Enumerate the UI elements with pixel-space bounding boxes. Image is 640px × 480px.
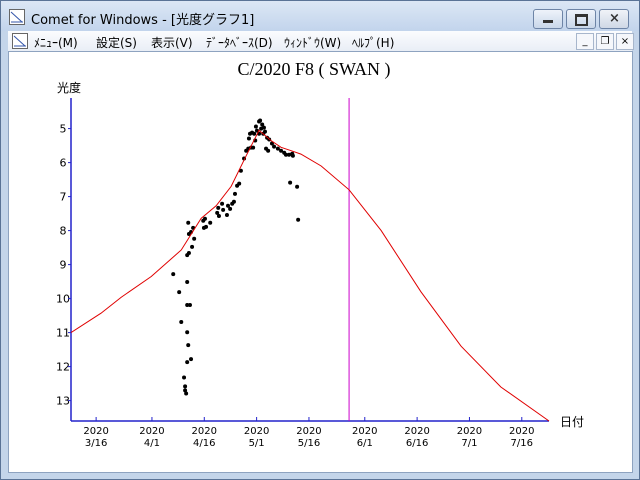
x-axis-label: 日付 [560,415,584,429]
x-tick-label: 2020 4/1 [139,426,165,449]
observation [202,216,207,221]
menu-item[interactable]: ﾍﾙﾌﾟ(H) [352,36,395,50]
y-axis-label: 光度 [57,80,81,95]
observation [184,391,189,396]
x-tick-label: 2020 5/1 [243,426,270,449]
observation [183,384,188,389]
observation [187,303,192,308]
observation [231,199,236,204]
observation [252,131,257,136]
y-tick-label: 11 [56,327,70,340]
observation [186,251,191,256]
observation [266,148,271,153]
observation [179,320,184,325]
title-bar: Comet for Windows - [光度グラフ1] × [1,1,639,31]
observation [186,343,191,348]
observation [204,224,209,229]
observation [190,244,195,249]
observation [228,206,233,211]
observation [224,212,229,217]
observation [171,272,176,277]
observation [220,201,225,206]
observation [177,290,182,295]
menu-item[interactable]: 表示(V) [151,36,193,50]
observation [275,146,280,151]
window-title: Comet for Windows - [光度グラフ1] [31,13,255,28]
observation [185,303,190,308]
observation [226,203,231,208]
observation [221,207,226,212]
observation [290,153,295,158]
observation [260,122,265,127]
prediction-curve [71,129,550,422]
observation [296,217,301,222]
menu-item[interactable]: ﾒﾆｭｰ(M) [34,36,78,50]
y-tick-label: 8 [60,225,67,238]
mdi-minimize[interactable]: _ [576,33,594,50]
minimize-button[interactable] [533,9,563,29]
y-tick-label: 12 [56,361,70,374]
observation [295,184,300,189]
observation [186,220,191,225]
x-tick-label: 2020 4/16 [191,426,217,449]
observation [215,210,220,215]
observation [208,220,213,225]
observation [182,375,187,380]
x-tick-label: 2020 3/16 [83,426,109,449]
x-tick-label: 2020 5/16 [296,426,322,449]
menu-bar: _ ❐ × ﾒﾆｭｰ(M) 設定(S) 表示(V) ﾃﾞｰﾀﾍﾞｰｽ(D) ｳｨﾝﾄﾞｳ… [8,31,634,51]
observation [246,136,251,141]
chart-window: C/2020 F8 ( SWAN ) 光度日付 5 6 7 8 9 10 11 12 13 2020… [8,51,633,473]
observation [185,279,190,284]
observation [237,181,242,186]
app-icon [9,9,25,25]
menu-item[interactable]: ﾃﾞｰﾀﾍﾞｰｽ(D) [206,36,273,50]
observation [279,148,284,153]
observation [216,213,221,218]
doc-icon [12,33,28,49]
mdi-restore[interactable]: ❐ [596,33,614,50]
mdi-close[interactable]: × [616,33,634,50]
x-tick-label: 2020 7/16 [509,426,535,449]
plot-area [71,118,550,422]
x-tick-label: 2020 7/1 [456,426,483,449]
x-tick-label: 2020 6/1 [352,426,378,449]
observation [238,168,243,173]
y-tick-label: 13 [56,395,70,408]
maximize-button[interactable] [566,9,596,29]
observation [216,205,221,210]
observation [185,360,190,365]
observation [288,180,293,185]
chart-title: C/2020 F8 ( SWAN ) [237,59,390,80]
y-tick-label: 9 [60,259,67,272]
observation [189,357,194,362]
observation [183,388,188,393]
y-tick-label: 6 [60,157,67,170]
close-button[interactable]: × [599,9,629,29]
observation [269,141,274,146]
y-tick-label: 5 [60,123,67,136]
y-tick-label: 7 [60,191,67,204]
menu-item[interactable]: 設定(S) [96,36,137,50]
observation [192,236,197,241]
observation [272,144,277,149]
observation [253,124,258,129]
observation [283,152,288,157]
observation [258,118,263,123]
observation [259,126,264,131]
x-tick-label: 2020 6/16 [404,426,430,449]
observation [232,191,237,196]
observation [287,152,292,157]
observation [185,330,190,335]
y-tick-label: 10 [56,293,70,306]
menu-item[interactable]: ｳｨﾝﾄﾞｳ(W) [284,36,342,50]
